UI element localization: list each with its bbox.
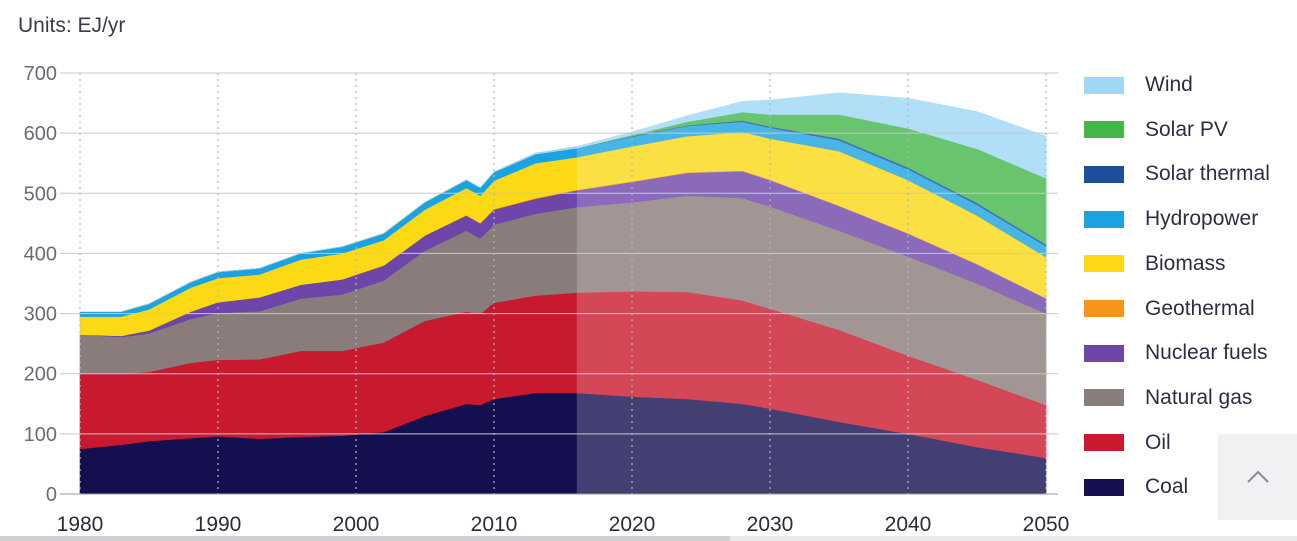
stacked-area-chart: 0 100 200 300 400 500 600 700 1980 1990 2000 2010 20… [24, 63, 1070, 536]
y-tick-label: 200 [24, 364, 57, 386]
grid-layer [60, 72, 1058, 494]
x-tick-label: 2040 [885, 513, 932, 536]
legend-item-coal: Coal [1084, 472, 1188, 502]
scroll-to-top-button[interactable] [1218, 434, 1297, 520]
x-tick-label: 2010 [471, 513, 518, 536]
legend-swatch [1084, 389, 1124, 407]
y-tick-label: 300 [24, 304, 57, 326]
legend-item-nuclear-fuels: Nuclear fuels [1084, 338, 1268, 368]
legend-label: Wind [1145, 73, 1193, 96]
legend-label: Solar PV [1145, 117, 1228, 141]
legend-label: Geothermal [1145, 296, 1255, 320]
legend-swatch [1084, 121, 1124, 139]
legend-item-natural-gas: Natural gas [1084, 383, 1252, 413]
legend-label: Hydropower [1145, 207, 1259, 231]
x-tick-label: 2050 [1023, 513, 1070, 536]
legend-swatch [1084, 165, 1124, 183]
x-tick-label: 2030 [747, 513, 794, 536]
y-tick-label: 100 [24, 424, 57, 446]
y-tick-label: 500 [24, 183, 57, 205]
legend-label: Natural gas [1145, 385, 1253, 409]
x-tick-label: 2000 [333, 513, 380, 536]
area-layer [79, 92, 1047, 495]
legend-swatch [1084, 434, 1124, 452]
x-tick-label: 2020 [609, 513, 656, 536]
legend-label: Coal [1145, 475, 1189, 499]
legend-swatch [1084, 255, 1124, 273]
y-tick-label: 0 [46, 484, 57, 506]
horizontal-scrollbar[interactable] [0, 536, 1297, 541]
legend-label: Nuclear fuels [1145, 341, 1268, 365]
legend-swatch [1084, 300, 1124, 317]
scrollbar-thumb[interactable] [0, 536, 730, 541]
legend-label: Oil [1145, 430, 1171, 454]
legend-swatch [1084, 76, 1124, 94]
y-tick-label: 400 [24, 243, 57, 265]
legend-item-solar-thermal: Solar thermal [1084, 159, 1270, 189]
legend-swatch [1084, 210, 1124, 228]
y-tick-label: 600 [24, 123, 57, 145]
legend-swatch [1084, 478, 1124, 496]
legend-swatch [1084, 344, 1124, 362]
legend-item-biomass: Biomass [1084, 249, 1226, 279]
legend-item-geothermal: Geothermal [1084, 294, 1255, 324]
legend-item-wind: Wind [1084, 70, 1193, 100]
y-tick-label: 700 [24, 63, 57, 85]
legend-label: Biomass [1145, 251, 1226, 275]
x-tick-label: 1990 [195, 513, 242, 536]
legend-label: Solar thermal [1145, 162, 1270, 186]
units-label: Units: EJ/yr [18, 14, 126, 37]
legend-item-hydropower: Hydropower [1084, 204, 1258, 234]
chevron-up-icon [1246, 470, 1269, 483]
legend-item-oil: Oil [1084, 428, 1171, 458]
legend-item-solar-pv: Solar PV [1084, 115, 1228, 145]
forecast-overlay [576, 63, 1046, 494]
x-tick-label: 1980 [57, 513, 104, 536]
axis-layer: 0 100 200 300 400 500 600 700 1980 1990 2000 2010 20… [24, 63, 1070, 536]
